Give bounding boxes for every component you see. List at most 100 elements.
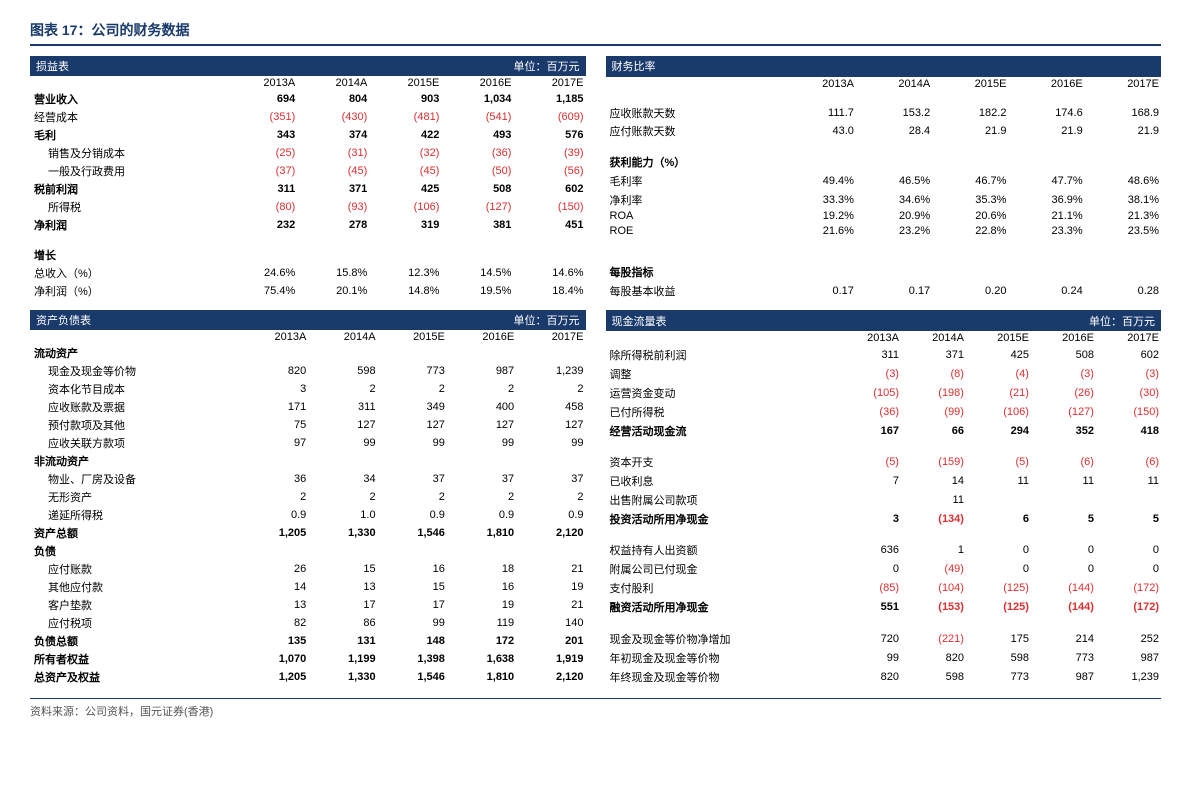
eps-title: 每股指标 xyxy=(606,262,780,281)
cell-value: 0.17 xyxy=(780,281,856,300)
cell-value: 1,546 xyxy=(378,668,447,686)
cell-value: 175 xyxy=(966,629,1031,648)
cell-value: 153.2 xyxy=(856,104,932,123)
cell-value: 5 xyxy=(1031,509,1096,528)
year-header: 2013A xyxy=(225,76,297,90)
cashflow-unit: 单位：百万元 xyxy=(966,310,1161,331)
cell-value xyxy=(516,344,585,362)
row-label: 现金及现金等价物净增加 xyxy=(606,629,837,648)
cell-value: 5 xyxy=(1096,509,1161,528)
row-label: 附属公司已付现金 xyxy=(606,560,837,579)
cell-value: (30) xyxy=(1096,383,1161,402)
row-label: 非流动资产 xyxy=(30,452,239,470)
cell-value: 2 xyxy=(516,488,585,506)
cell-value: 0 xyxy=(1031,560,1096,579)
cell-value: 36.9% xyxy=(1008,190,1084,209)
cell-value: (6) xyxy=(1031,453,1096,472)
cell-value xyxy=(516,542,585,560)
row-label: 毛利率 xyxy=(606,172,780,191)
cashflow-rows: 除所得税前利润311371425508602调整(3)(8)(4)(3)(3)运… xyxy=(606,346,1162,441)
row-label: 毛利 xyxy=(30,126,225,144)
year-header: 2013A xyxy=(239,330,308,344)
cell-value: (198) xyxy=(901,383,966,402)
row-label: 资本化节目成本 xyxy=(30,380,239,398)
cell-value: 20.9% xyxy=(856,209,932,223)
cell-value: (144) xyxy=(1031,598,1096,617)
cell-value: 1,398 xyxy=(378,650,447,668)
row-label: 应付账款 xyxy=(30,560,239,578)
income-rows: 营业收入6948049031,0341,185经营成本(351)(430)(48… xyxy=(30,90,586,234)
cell-value: 127 xyxy=(516,416,585,434)
cell-value: 135 xyxy=(239,632,308,650)
cell-value: 987 xyxy=(1031,667,1096,686)
cell-value xyxy=(966,491,1031,510)
balance-unit: 单位：百万元 xyxy=(378,310,586,330)
cell-value: 19 xyxy=(447,596,516,614)
year-header: 2013A xyxy=(836,331,901,346)
cell-value: 903 xyxy=(369,90,441,108)
cell-value: 1,034 xyxy=(441,90,513,108)
cell-value: 2,120 xyxy=(516,668,585,686)
cell-value: 0 xyxy=(966,541,1031,560)
row-label: 一般及行政费用 xyxy=(30,162,225,180)
cell-value: 38.1% xyxy=(1085,190,1161,209)
ratios-rows2: 毛利率49.4%46.5%46.7%47.7%48.6%净利率33.3%34.6… xyxy=(606,172,1162,238)
cell-value: 172 xyxy=(447,632,516,650)
cell-value: 2 xyxy=(378,380,447,398)
cell-value: 1,810 xyxy=(447,524,516,542)
row-label: 应收关联方款项 xyxy=(30,434,239,452)
cell-value: 14 xyxy=(901,472,966,491)
cell-value: 551 xyxy=(836,598,901,617)
cell-value: 773 xyxy=(1031,648,1096,667)
cell-value xyxy=(308,452,377,470)
cell-value: (150) xyxy=(1096,402,1161,421)
cell-value: (4) xyxy=(966,365,1031,384)
cell-value: 21.9 xyxy=(932,122,1008,141)
cell-value: 99 xyxy=(447,434,516,452)
cell-value: 371 xyxy=(297,180,369,198)
cell-value: 15.8% xyxy=(297,264,369,282)
cell-value: 22.8% xyxy=(932,223,1008,238)
cell-value: (49) xyxy=(901,560,966,579)
cell-value: 182.2 xyxy=(932,104,1008,123)
cell-value: 99 xyxy=(308,434,377,452)
cashflow-finance: 权益持有人出资额6361000附属公司已付现金0(49)000支付股利(85)(… xyxy=(606,541,1162,617)
year-header: 2017E xyxy=(516,330,585,344)
cell-value: 820 xyxy=(239,362,308,380)
year-header: 2016E xyxy=(1031,331,1096,346)
cell-value: 451 xyxy=(513,216,585,234)
cell-value: 140 xyxy=(516,614,585,632)
income-years: 2013A2014A2015E2016E2017E xyxy=(30,76,586,90)
cell-value: 2 xyxy=(239,488,308,506)
cell-value: 0.20 xyxy=(932,281,1008,300)
cell-value: 171 xyxy=(239,398,308,416)
cell-value: (37) xyxy=(225,162,297,180)
cell-value: 35.3% xyxy=(932,190,1008,209)
year-header: 2015E xyxy=(932,77,1008,92)
cell-value: 0.17 xyxy=(856,281,932,300)
cell-value xyxy=(447,452,516,470)
cell-value: 66 xyxy=(901,421,966,440)
year-header: 2014A xyxy=(856,77,932,92)
row-label: 负债 xyxy=(30,542,239,560)
cell-value xyxy=(308,344,377,362)
cell-value: 34.6% xyxy=(856,190,932,209)
cell-value: 97 xyxy=(239,434,308,452)
row-label: 权益持有人出资额 xyxy=(606,541,837,560)
cell-value: (150) xyxy=(513,198,585,216)
cell-value: 1,205 xyxy=(239,524,308,542)
cell-value: (31) xyxy=(297,144,369,162)
ratios-eps: 每股基本收益0.170.170.200.240.28 xyxy=(606,281,1162,300)
cell-value: 458 xyxy=(516,398,585,416)
row-label: 出售附属公司款项 xyxy=(606,491,837,510)
cell-value: 425 xyxy=(966,346,1031,365)
cell-value: (3) xyxy=(1031,365,1096,384)
cell-value: 11 xyxy=(1031,472,1096,491)
cell-value: 1,638 xyxy=(447,650,516,668)
cell-value: 508 xyxy=(1031,346,1096,365)
row-label: 资本开支 xyxy=(606,453,837,472)
year-header: 2017E xyxy=(1096,331,1161,346)
cell-value: 2 xyxy=(308,488,377,506)
row-label: 现金及现金等价物 xyxy=(30,362,239,380)
row-label: 营业收入 xyxy=(30,90,225,108)
